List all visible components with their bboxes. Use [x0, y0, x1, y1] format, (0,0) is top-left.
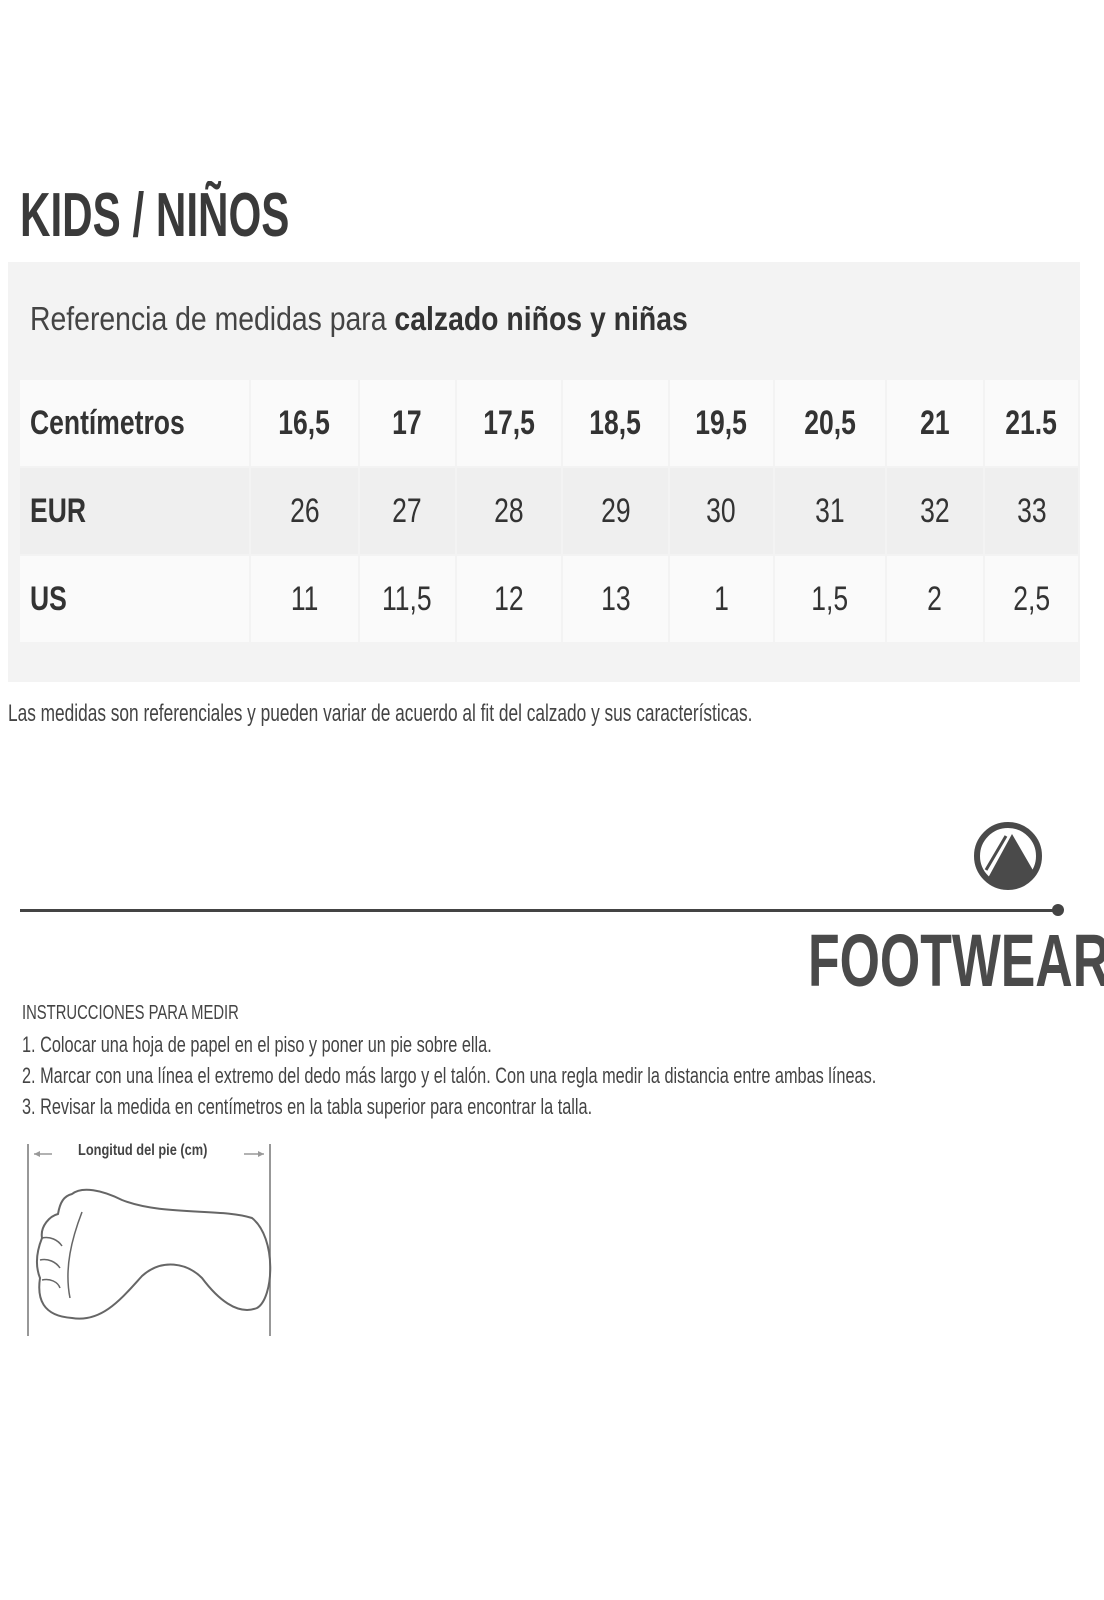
table-cell: 21.5	[984, 380, 1078, 466]
table-cell: 21	[886, 380, 983, 466]
step-text: 1. Colocar una hoja de papel en el piso …	[22, 1032, 492, 1057]
table-cell: 11,5	[359, 556, 455, 642]
table-cell: 2,5	[984, 556, 1078, 642]
instruction-step: 1. Colocar una hoja de papel en el piso …	[22, 1029, 1104, 1060]
step-text: 2. Marcar con una línea el extremo del d…	[22, 1063, 877, 1088]
cell-text: 18,5	[589, 403, 642, 442]
instructions-title: INSTRUCCIONES PARA MEDIR	[22, 998, 1104, 1029]
cell-text: 30	[706, 491, 736, 530]
brand-name: FOOTWEAR	[808, 918, 1104, 1003]
cell-text: 1	[713, 579, 729, 618]
divider-line	[20, 909, 1056, 912]
cell-text: 12	[494, 579, 524, 618]
subtitle-regular: Referencia de medidas para	[30, 300, 395, 337]
cell-text: 17,5	[483, 403, 535, 442]
step-text: 3. Revisar la medida en centímetros en l…	[22, 1094, 593, 1119]
cell-text: 2	[927, 579, 943, 618]
table-cell: 12	[456, 556, 562, 642]
table-row: US 11 11,5 12 13 1 1,5 2 2,5	[20, 556, 1078, 642]
table-cell: 26	[251, 468, 358, 554]
cell-text: 11,5	[382, 579, 433, 618]
cell-text: 13	[600, 579, 631, 618]
table-cell: 17,5	[456, 380, 562, 466]
brand-text: FOOTWEAR	[808, 919, 1104, 1002]
cell-text: 11	[290, 579, 319, 618]
cell-text: 28	[494, 491, 524, 530]
disclaimer-note: Las medidas son referenciales y pueden v…	[8, 700, 1042, 728]
foot-length-label: Longitud del pie (cm)	[78, 1142, 240, 1160]
table-cell: 17	[359, 380, 455, 466]
table-subtitle: Referencia de medidas para calzado niños…	[30, 300, 795, 338]
instructions-title-text: INSTRUCCIONES PARA MEDIR	[22, 1002, 239, 1024]
table-cell: 1	[669, 556, 773, 642]
table-cell: 19,5	[669, 380, 773, 466]
row-label: US	[20, 556, 250, 642]
cell-text: 1,5	[811, 579, 849, 618]
row-label: Centímetros	[20, 380, 250, 466]
table-cell: 16,5	[251, 380, 358, 466]
instruction-step: 2. Marcar con una línea el extremo del d…	[22, 1060, 1104, 1091]
cell-text: 32	[920, 491, 950, 530]
table-row: Centímetros 16,5 17 17,5 18,5 19,5 20,5 21 21.5	[20, 380, 1078, 466]
title-text: KIDS / NIÑOS	[20, 181, 290, 250]
cell-text: Centímetros	[30, 403, 185, 442]
instructions: INSTRUCCIONES PARA MEDIR 1. Colocar una …	[22, 998, 1104, 1122]
table-cell: 2	[886, 556, 983, 642]
cell-text: EUR	[30, 491, 87, 530]
cell-text: 26	[289, 491, 320, 530]
table-cell: 32	[886, 468, 983, 554]
size-table: Centímetros 16,5 17 17,5 18,5 19,5 20,5 21 21.5 E…	[18, 378, 1080, 644]
table-cell: 28	[456, 468, 562, 554]
table-cell: 1,5	[774, 556, 885, 642]
row-label: EUR	[20, 468, 250, 554]
table-cell: 20,5	[774, 380, 885, 466]
table-cell: 31	[774, 468, 885, 554]
table-cell: 18,5	[563, 380, 668, 466]
table-cell: 30	[669, 468, 773, 554]
cell-text: 27	[392, 491, 422, 530]
cell-text: 19,5	[695, 403, 748, 442]
cell-text: 33	[1016, 491, 1047, 530]
foot-outline-icon	[27, 1144, 272, 1336]
size-table-panel: Referencia de medidas para calzado niños…	[8, 262, 1080, 682]
cell-text: 17	[392, 403, 422, 442]
cell-text: 31	[815, 491, 845, 530]
cell-text: 21	[920, 403, 950, 442]
foot-length-label-text: Longitud del pie (cm)	[78, 1142, 208, 1159]
cell-text: 20,5	[803, 403, 856, 442]
cell-text: 21.5	[1005, 403, 1058, 442]
table-row: EUR 26 27 28 29 30 31 32 33	[20, 468, 1078, 554]
table-cell: 29	[563, 468, 668, 554]
cell-text: 2,5	[1013, 579, 1050, 618]
table-cell: 27	[359, 468, 455, 554]
divider-dot	[1052, 904, 1064, 916]
instruction-step: 3. Revisar la medida en centímetros en l…	[22, 1091, 1104, 1122]
cell-text: 29	[600, 491, 631, 530]
table-cell: 11	[251, 556, 358, 642]
subtitle-bold: calzado niños y niñas	[394, 300, 688, 337]
cell-text: 16,5	[278, 403, 331, 442]
table-cell: 13	[563, 556, 668, 642]
mountain-circle-icon	[974, 822, 1042, 890]
table-cell: 33	[984, 468, 1078, 554]
foot-diagram: Longitud del pie (cm)	[22, 1138, 282, 1343]
page-title: KIDS / NIÑOS	[20, 180, 416, 251]
note-text: Las medidas son referenciales y pueden v…	[8, 700, 753, 727]
cell-text: US	[30, 579, 67, 618]
